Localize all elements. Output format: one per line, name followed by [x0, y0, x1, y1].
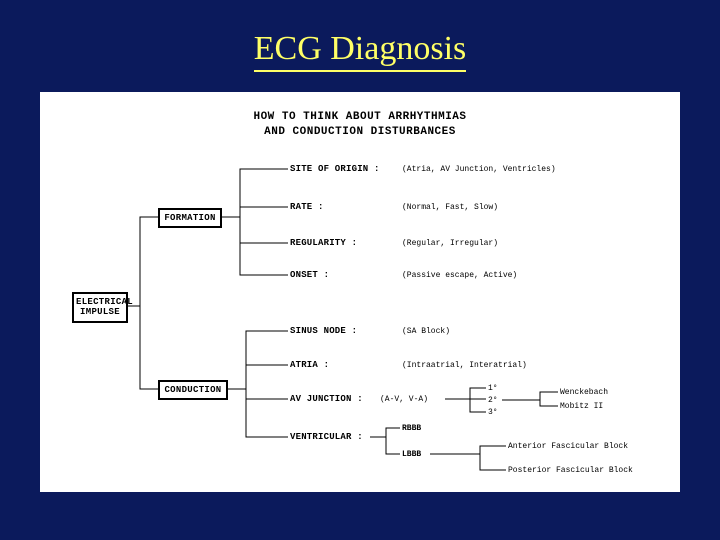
label-sinus-node: SINUS NODE : [290, 326, 357, 336]
label-site-of-origin: SITE OF ORIGIN : [290, 164, 380, 174]
value-onset: (Passive escape, Active) [402, 271, 517, 280]
diagram-panel: HOW TO THINK ABOUT ARRHYTHMIAS AND CONDU… [40, 92, 680, 492]
value-atria: (Intraatrial, Interatrial) [402, 361, 527, 370]
node-root: ELECTRICALIMPULSE [72, 292, 128, 323]
node-root-label: ELECTRICALIMPULSE [76, 297, 133, 317]
diagram-title-line2: AND CONDUCTION DISTURBANCES [264, 126, 456, 138]
label-ventricular: VENTRICULAR : [290, 432, 363, 442]
value-rate: (Normal, Fast, Slow) [402, 203, 498, 212]
label-atria: ATRIA : [290, 360, 329, 370]
node-conduction: CONDUCTION [158, 380, 228, 400]
ant-fascicular: Anterior Fascicular Block [508, 442, 628, 451]
node-conduction-label: CONDUCTION [164, 385, 221, 395]
rbbb: RBBB [402, 424, 421, 433]
post-fascicular: Posterior Fascicular Block [508, 466, 633, 475]
mobitz: Mobitz II [560, 402, 603, 411]
slide-title-text: ECG Diagnosis [254, 30, 467, 72]
value-site-of-origin: (Atria, AV Junction, Ventricles) [402, 165, 556, 174]
label-rate: RATE : [290, 202, 324, 212]
node-formation-label: FORMATION [164, 213, 215, 223]
wenckebach: Wenckebach [560, 388, 608, 397]
label-regularity: REGULARITY : [290, 238, 357, 248]
label-onset: ONSET : [290, 270, 329, 280]
label-av-junction: AV JUNCTION : [290, 394, 363, 404]
degree-3: 3° [488, 408, 498, 417]
degree-2: 2° [488, 396, 498, 405]
value-av-junction: (A-V, V-A) [380, 395, 428, 404]
value-sinus-node: (SA Block) [402, 327, 450, 336]
diagram-title-line1: HOW TO THINK ABOUT ARRHYTHMIAS [253, 111, 466, 123]
degree-1: 1° [488, 384, 498, 393]
slide-title: ECG Diagnosis [0, 30, 720, 72]
lbbb: LBBB [402, 450, 421, 459]
value-regularity: (Regular, Irregular) [402, 239, 498, 248]
node-formation: FORMATION [158, 208, 222, 228]
diagram-title: HOW TO THINK ABOUT ARRHYTHMIAS AND CONDU… [40, 110, 680, 140]
